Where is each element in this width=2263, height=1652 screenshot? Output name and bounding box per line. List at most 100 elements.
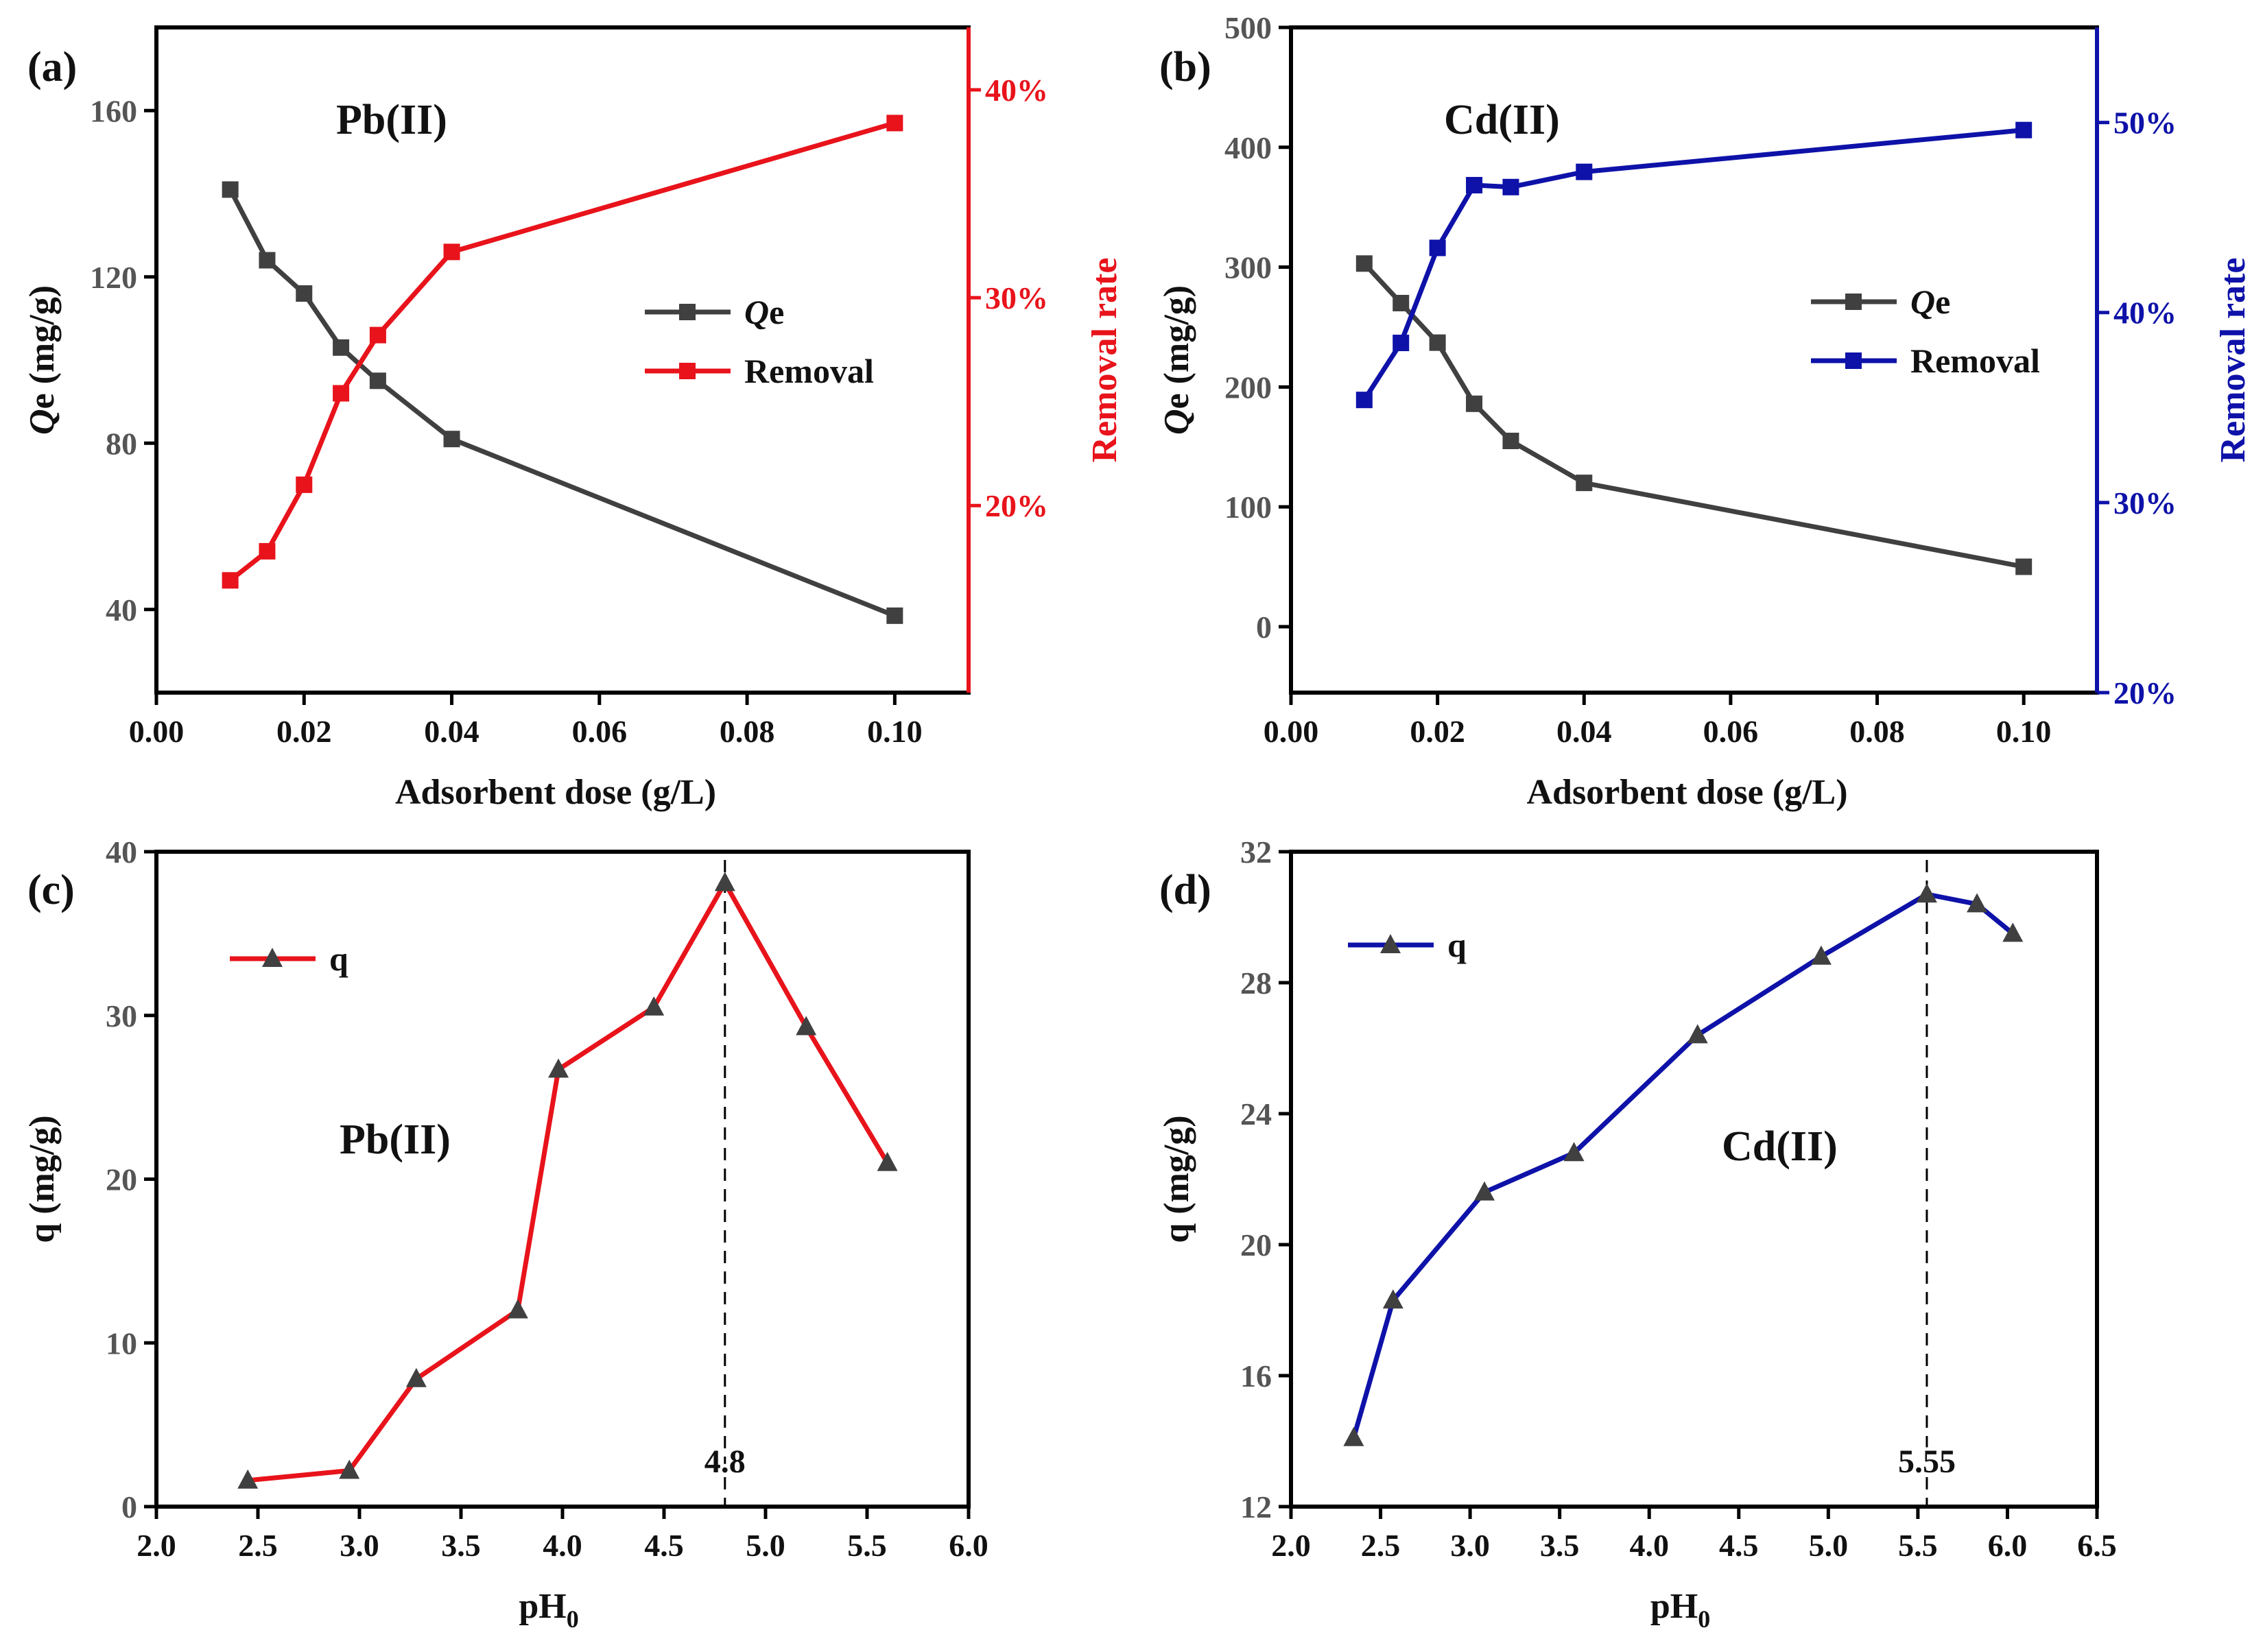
x-tick-label: 0.04 — [424, 714, 479, 749]
panel-label: (a) — [27, 44, 77, 91]
y-axis-title: q (mg/g) — [1157, 1115, 1196, 1243]
legend-label: Qe — [1910, 283, 1950, 321]
data-point — [1429, 239, 1446, 256]
y-axis-title: Qe (mg/g) — [1157, 285, 1196, 435]
x-tick-label: 4.5 — [644, 1528, 684, 1563]
x-tick-label: 5.0 — [746, 1528, 785, 1563]
x-axis-title: pH0 — [1650, 1587, 1710, 1633]
y2-tick-label: 20% — [985, 488, 1048, 523]
series-qe — [1355, 255, 2033, 575]
data-point — [1355, 255, 1373, 272]
legend-marker — [1380, 934, 1401, 953]
x-tick-label: 0.02 — [1410, 714, 1465, 749]
y-tick-label: 32 — [1240, 835, 1272, 870]
data-point — [259, 252, 276, 269]
chart-panel-b: 0.00 0.02 0.04 0.06 0.08 0.10 0 100 200 300 400 500… — [1157, 10, 2253, 812]
data-point — [2015, 558, 2033, 575]
legend-entry: q — [1348, 926, 1467, 964]
y2-tick-label: 30% — [2113, 486, 2177, 520]
y-tick-label: 100 — [1224, 490, 1272, 525]
data-point — [796, 1016, 817, 1036]
data-point — [369, 326, 386, 344]
legend-entry: Qe — [645, 293, 784, 331]
legend-marker — [679, 304, 696, 320]
data-point — [443, 243, 460, 261]
data-point — [1393, 294, 1410, 311]
data-point — [1466, 177, 1483, 194]
series-line — [1351, 891, 2015, 1439]
series-q — [1343, 883, 2024, 1446]
legend-label: Removal — [1910, 342, 2040, 380]
x-axis-title: Adsorbent dose (g/L) — [1526, 773, 1847, 812]
data-point — [714, 872, 735, 891]
y-tick-label: 500 — [1224, 10, 1272, 45]
y2-tick-label: 30% — [985, 280, 1048, 315]
data-point — [237, 1469, 259, 1489]
y-tick-label: 16 — [1240, 1358, 1272, 1393]
y-tick-label: 400 — [1224, 130, 1272, 165]
y2-tick-label: 50% — [2113, 106, 2177, 141]
legend-marker — [679, 363, 696, 379]
data-point — [2015, 121, 2033, 139]
x-tick-label: 0.06 — [1703, 714, 1759, 749]
data-point — [222, 572, 239, 589]
series-q — [237, 872, 898, 1489]
x-axis-title: pH0 — [519, 1587, 578, 1633]
data-point — [1576, 163, 1593, 180]
x-tick-label: 3.5 — [441, 1528, 481, 1563]
data-point — [222, 181, 239, 198]
y-tick-label: 160 — [90, 93, 137, 128]
data-point — [1916, 883, 1937, 903]
data-point — [1576, 475, 1593, 492]
legend-marker — [1845, 352, 1862, 369]
y-tick-label: 40 — [106, 835, 137, 870]
data-point — [1343, 1426, 1364, 1446]
y2-tick-label: 40% — [2113, 296, 2177, 331]
legend-entry: q — [230, 939, 348, 978]
x-tick-label: 0.08 — [1849, 714, 1905, 749]
x-tick-label: 0.04 — [1556, 714, 1612, 749]
data-point — [886, 115, 903, 132]
data-point — [1355, 392, 1373, 409]
chart-panel-a: 0.00 0.02 0.04 0.06 0.08 0.10 40 80 120 160 20% 30%… — [23, 25, 1124, 812]
x-tick-label: 6.5 — [2077, 1528, 2117, 1563]
metal-label: Pb(II) — [340, 1116, 451, 1163]
x-tick-label: 4.0 — [543, 1528, 582, 1563]
chart-panel-c: 2.0 2.5 3.0 3.5 4.0 4.5 5.0 5.5 6.0 0 10 20 30 40 pH0 q… — [23, 835, 988, 1633]
x-tick-label: 4.0 — [1629, 1528, 1669, 1563]
y-tick-label: 12 — [1240, 1489, 1272, 1524]
legend-marker — [1845, 294, 1862, 310]
legend-label: Removal — [744, 352, 874, 390]
y-axis-title: Qe (mg/g) — [23, 285, 62, 435]
y-tick-label: 80 — [106, 426, 137, 461]
data-point — [333, 385, 350, 402]
y2-axis-title: Removal rate — [2214, 258, 2253, 463]
data-point — [548, 1058, 569, 1078]
y-tick-label: 20 — [106, 1162, 137, 1197]
y-tick-label: 300 — [1224, 250, 1272, 285]
y2-axis-title: Removal rate — [1085, 258, 1124, 463]
y-tick-label: 30 — [106, 998, 137, 1033]
data-point — [405, 1367, 427, 1387]
y-tick-label: 28 — [1240, 966, 1272, 1001]
x-tick-label: 0.10 — [1996, 714, 2052, 749]
y2-tick-label: 20% — [2113, 675, 2177, 710]
x-tick-label: 3.5 — [1540, 1528, 1580, 1563]
data-point — [443, 431, 460, 448]
data-point — [1382, 1289, 1403, 1309]
x-tick-label: 0.00 — [129, 714, 185, 749]
metal-label: Cd(II) — [1722, 1123, 1838, 1170]
legend-label: Qe — [744, 293, 784, 331]
y2-tick-label: 40% — [985, 73, 1048, 108]
series-removal — [222, 115, 903, 589]
y-tick-label: 20 — [1240, 1228, 1272, 1262]
data-point — [1687, 1024, 1708, 1044]
y-tick-label: 120 — [90, 260, 137, 295]
x-tick-label: 3.0 — [1450, 1528, 1490, 1563]
data-point — [1474, 1181, 1495, 1201]
vline-label: 5.55 — [1898, 1444, 1956, 1480]
data-point — [1563, 1142, 1585, 1162]
y-tick-label: 10 — [106, 1326, 137, 1361]
x-tick-label: 2.5 — [1361, 1528, 1401, 1563]
data-point — [2002, 922, 2024, 942]
